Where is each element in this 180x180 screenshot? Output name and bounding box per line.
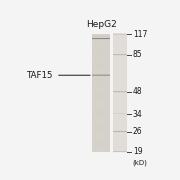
Bar xyxy=(92,46,110,47)
Bar xyxy=(92,106,110,108)
Bar xyxy=(92,52,110,53)
Bar xyxy=(113,34,127,152)
Bar xyxy=(92,128,110,130)
Bar xyxy=(92,34,110,35)
Bar xyxy=(92,146,110,147)
Bar xyxy=(92,100,110,102)
Bar xyxy=(92,64,110,65)
Bar xyxy=(92,140,110,141)
Bar xyxy=(92,127,110,128)
Bar xyxy=(92,53,110,55)
Bar xyxy=(92,55,110,56)
Bar xyxy=(92,114,110,115)
Bar xyxy=(92,74,110,75)
Bar xyxy=(92,60,110,62)
Bar xyxy=(92,121,110,122)
Bar xyxy=(92,87,110,89)
Bar xyxy=(92,37,110,38)
Bar xyxy=(92,65,110,66)
Bar xyxy=(92,37,110,38)
Bar xyxy=(92,141,110,143)
Bar xyxy=(92,94,110,96)
Bar xyxy=(92,71,110,72)
Bar xyxy=(92,120,110,121)
Text: TAF15: TAF15 xyxy=(27,71,90,80)
Text: 48: 48 xyxy=(133,87,142,96)
Bar xyxy=(92,59,110,60)
Bar xyxy=(92,49,110,50)
Bar xyxy=(92,74,110,75)
Bar xyxy=(92,149,110,150)
Bar xyxy=(92,83,110,84)
Bar xyxy=(92,77,110,78)
Text: 85: 85 xyxy=(133,50,142,59)
Text: (kD): (kD) xyxy=(133,159,148,166)
Bar xyxy=(92,72,110,74)
Bar xyxy=(92,122,110,124)
Bar xyxy=(92,136,110,137)
Text: 26: 26 xyxy=(133,127,142,136)
Bar xyxy=(92,103,110,105)
Bar xyxy=(92,137,110,139)
Bar xyxy=(92,112,110,114)
Bar xyxy=(92,56,110,58)
Bar xyxy=(92,66,110,68)
Bar xyxy=(92,139,110,140)
Bar xyxy=(92,116,110,118)
Bar xyxy=(92,105,110,106)
Bar xyxy=(92,44,110,46)
Bar xyxy=(92,47,110,49)
Bar xyxy=(92,39,110,40)
Bar xyxy=(92,76,110,77)
Text: 117: 117 xyxy=(133,30,147,39)
Bar xyxy=(92,43,110,44)
Bar xyxy=(92,36,110,37)
Bar xyxy=(92,80,110,81)
Bar xyxy=(92,108,110,109)
Bar xyxy=(92,69,110,71)
Bar xyxy=(92,93,110,94)
Bar xyxy=(92,41,110,43)
Bar xyxy=(92,91,110,93)
Bar xyxy=(92,75,110,77)
Bar xyxy=(92,86,110,87)
Bar xyxy=(92,89,110,90)
Bar xyxy=(92,99,110,100)
Bar xyxy=(92,124,110,125)
Text: HepG2: HepG2 xyxy=(86,19,117,28)
Bar xyxy=(92,115,110,116)
Bar xyxy=(92,78,110,80)
Bar xyxy=(92,90,110,91)
Bar xyxy=(92,133,110,134)
Bar xyxy=(92,62,110,64)
Bar xyxy=(92,125,110,127)
Bar xyxy=(92,40,110,41)
Bar xyxy=(92,143,110,145)
Bar xyxy=(92,150,110,152)
Text: 34: 34 xyxy=(133,110,142,119)
Bar xyxy=(92,97,110,99)
Bar xyxy=(92,131,110,133)
Bar xyxy=(92,38,110,40)
Bar xyxy=(92,130,110,131)
Bar xyxy=(92,102,110,103)
Bar xyxy=(92,147,110,149)
Bar xyxy=(92,111,110,112)
Bar xyxy=(92,96,110,97)
Bar xyxy=(92,145,110,146)
Bar xyxy=(92,118,110,120)
Bar xyxy=(92,68,110,69)
Bar xyxy=(92,73,110,74)
Text: 19: 19 xyxy=(133,147,142,156)
Bar xyxy=(92,84,110,86)
Bar xyxy=(92,109,110,111)
Bar xyxy=(92,35,110,37)
Bar xyxy=(92,81,110,83)
Bar xyxy=(92,50,110,52)
Bar xyxy=(92,58,110,59)
Bar xyxy=(92,75,110,76)
Bar xyxy=(92,34,110,152)
Bar xyxy=(92,134,110,136)
